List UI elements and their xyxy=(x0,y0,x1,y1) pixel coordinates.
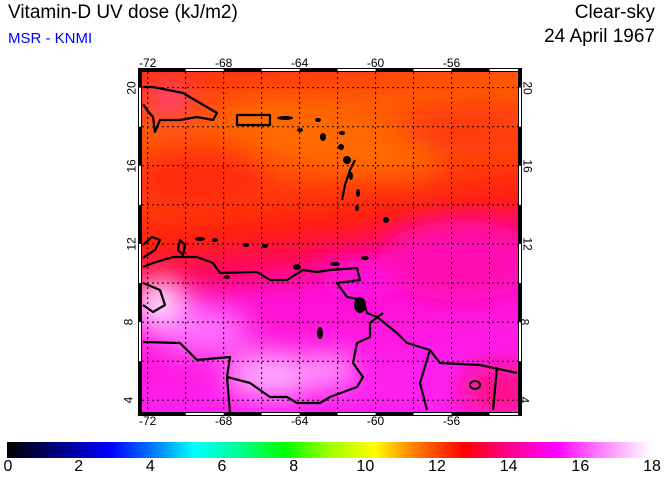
lat-label-left: 20 xyxy=(124,80,139,95)
lon-label-top: -68 xyxy=(214,56,233,70)
frame-segment xyxy=(139,165,141,205)
frame-segment xyxy=(139,87,141,127)
colorbar-tick-label: 16 xyxy=(571,458,590,475)
map-title: Vitamin-D UV dose (kJ/m2) xyxy=(8,2,238,23)
lon-label-top: -72 xyxy=(139,56,157,70)
colorbar-tick-label: 8 xyxy=(289,458,299,475)
lon-label-bottom: -56 xyxy=(442,414,461,428)
frame-segment xyxy=(185,69,224,71)
lat-label-left: 4 xyxy=(121,396,136,404)
lat-label-right: 4 xyxy=(517,396,532,404)
lat-label-right: 16 xyxy=(520,159,535,173)
uv-field xyxy=(142,72,518,412)
colorbar-tick-label: 2 xyxy=(74,458,84,475)
frame-segment xyxy=(519,87,521,127)
frame-segment xyxy=(261,69,300,71)
frame-segment xyxy=(413,413,452,415)
frame-segment xyxy=(519,322,521,362)
frame-segment xyxy=(138,68,142,416)
frame-segment xyxy=(185,413,224,415)
frame-segment xyxy=(139,243,141,284)
lat-label-right: 8 xyxy=(517,318,532,326)
lon-label-top: -64 xyxy=(290,56,309,70)
source-label: MSR - KNMI xyxy=(8,30,93,47)
lon-label-top: -56 xyxy=(442,56,461,70)
coastlines xyxy=(142,85,518,412)
lon-label-top: -60 xyxy=(366,56,385,70)
frame-segment xyxy=(489,69,518,71)
colorbar-tick-label: 12 xyxy=(428,458,446,475)
lat-label-left: 16 xyxy=(124,159,139,173)
frame-segment xyxy=(138,412,522,416)
lat-label-right: 12 xyxy=(520,237,535,251)
date-label: 24 April 1967 xyxy=(544,26,655,47)
frame-segment xyxy=(138,68,522,72)
lat-label-right: 20 xyxy=(520,80,535,95)
colorbar xyxy=(7,442,652,458)
map-frame xyxy=(138,68,522,416)
frame-segment xyxy=(519,243,521,284)
lat-label-left: 8 xyxy=(121,318,136,326)
frame-segment xyxy=(413,69,452,71)
frame-segment xyxy=(139,322,141,362)
islands xyxy=(195,116,481,390)
colorbar-tick-label: 18 xyxy=(643,458,661,475)
frame-segment xyxy=(489,413,518,415)
frame-segment xyxy=(518,68,522,416)
frame-segment xyxy=(261,413,300,415)
colorbar-tick-label: 14 xyxy=(499,458,518,475)
frame-segment xyxy=(519,165,521,205)
lon-label-bottom: -64 xyxy=(290,414,309,428)
lon-label-bottom: -68 xyxy=(214,414,233,428)
colorbar-tick-label: 4 xyxy=(145,458,155,475)
condition-label: Clear-sky xyxy=(574,2,655,23)
colorbar-tick-label: 6 xyxy=(217,458,227,475)
lat-label-left: 12 xyxy=(124,237,139,251)
frame-segment xyxy=(337,413,376,415)
lon-label-bottom: -60 xyxy=(366,414,385,428)
frame-segment xyxy=(337,69,376,71)
colorbar-tick-label: 10 xyxy=(356,458,375,475)
colorbar-tick-label: 0 xyxy=(3,458,13,475)
lon-label-bottom: -72 xyxy=(139,414,157,428)
